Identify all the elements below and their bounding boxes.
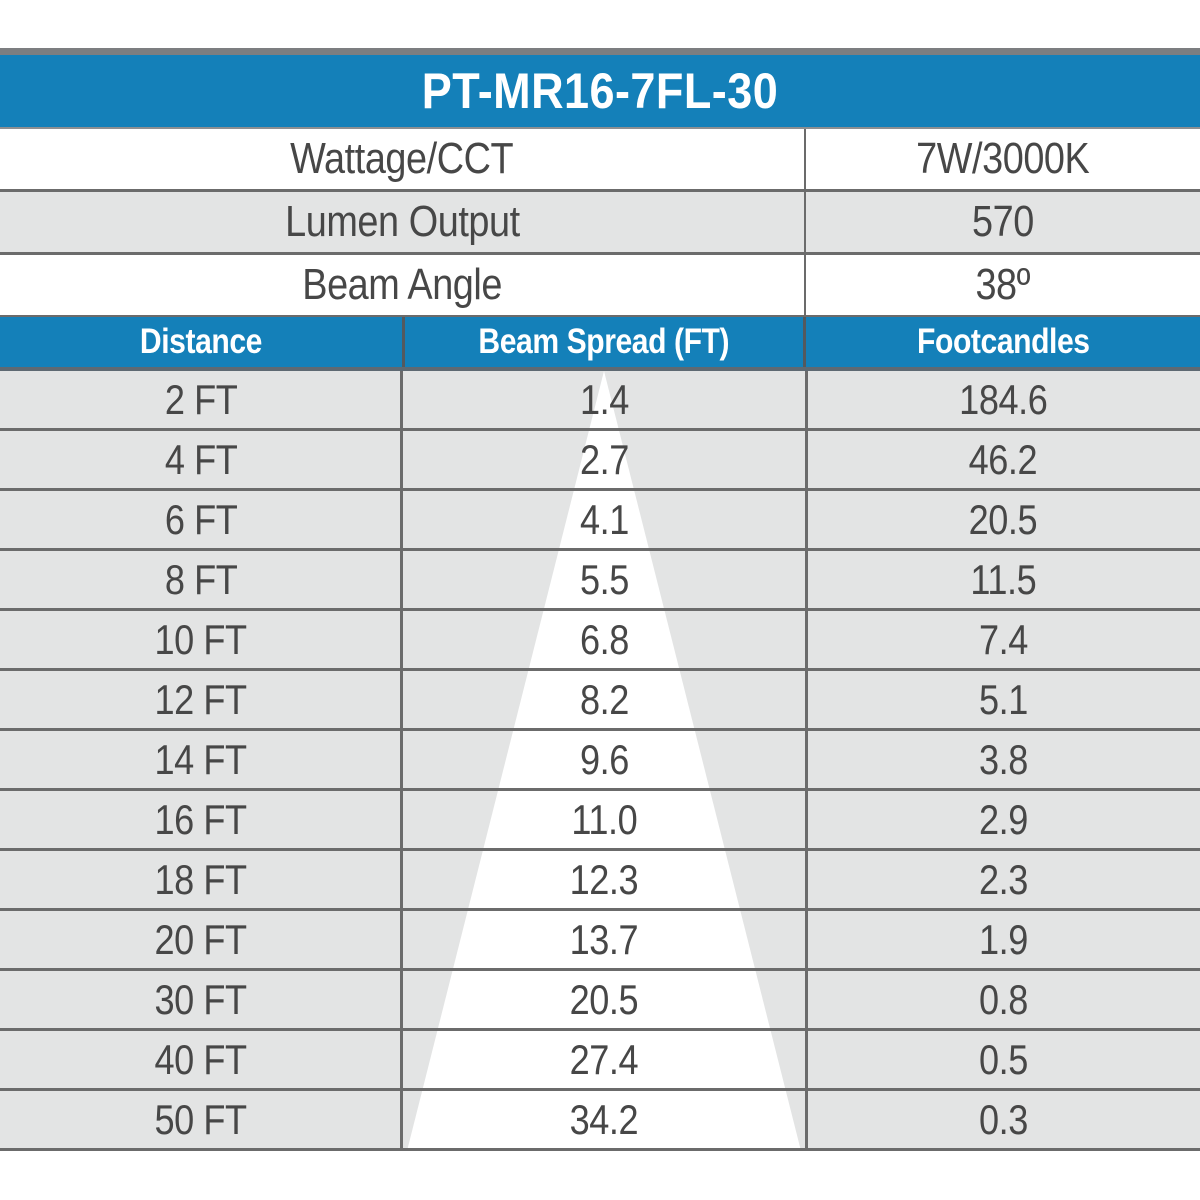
table-row: 6 FT 4.1 20.5 [0, 491, 1200, 551]
footcandles-cell: 184.6 [958, 376, 1048, 423]
distance-cell: 50 FT [154, 1096, 248, 1143]
beam-cone-graphic [407, 371, 801, 1151]
photometric-table: PT-MR16-7FL-30 Wattage/CCT 7W/3000K Lume… [0, 48, 1200, 1151]
beam-spread-cell: 4.1 [579, 496, 629, 543]
table-row: 12 FT 8.2 5.1 [0, 671, 1200, 731]
column-divider-left [400, 371, 403, 1151]
table-row: 50 FT 34.2 0.3 [0, 1091, 1200, 1151]
beam-spread-cell: 11.0 [571, 796, 637, 843]
table-row: 18 FT 12.3 2.3 [0, 851, 1200, 911]
distance-cell: 40 FT [154, 1036, 248, 1083]
distance-cell: 12 FT [154, 676, 248, 723]
beam-angle-label-cell: Beam Angle [0, 255, 806, 315]
column-header-distance: Distance [139, 322, 263, 361]
footcandles-cell: 20.5 [968, 496, 1038, 543]
wattage-value: 7W/3000K [916, 134, 1090, 183]
footcandles-cell: 11.5 [970, 556, 1036, 603]
beam-angle-value-cell: 38º [806, 255, 1200, 315]
beam-spread-cell: 13.7 [569, 916, 639, 963]
beam-spread-cell: 5.5 [579, 556, 629, 603]
lumen-label: Lumen Output [284, 197, 520, 246]
beam-spread-cell: 6.8 [579, 616, 629, 663]
spec-row-wattage: Wattage/CCT 7W/3000K [0, 129, 1200, 192]
table-row: 8 FT 5.5 11.5 [0, 551, 1200, 611]
distance-cell: 16 FT [154, 796, 248, 843]
distance-cell: 8 FT [164, 556, 238, 603]
table-row: 16 FT 11.0 2.9 [0, 791, 1200, 851]
wattage-label: Wattage/CCT [290, 134, 514, 183]
distance-cell: 4 FT [164, 436, 238, 483]
lumen-value: 570 [972, 197, 1034, 246]
footcandles-cell: 3.8 [978, 736, 1028, 783]
column-header-footcandles: Footcandles [916, 322, 1090, 361]
distance-cell: 18 FT [154, 856, 248, 903]
footcandles-cell: 2.3 [978, 856, 1028, 903]
spec-row-lumen-output: Lumen Output 570 [0, 192, 1200, 255]
distance-cell: 30 FT [154, 976, 248, 1023]
data-area: 2 FT 1.4 184.6 4 FT 2.7 46.2 6 FT 4.1 20… [0, 371, 1200, 1151]
beam-angle-value: 38º [975, 260, 1031, 309]
distance-cell: 14 FT [154, 736, 248, 783]
table-row: 4 FT 2.7 46.2 [0, 431, 1200, 491]
beam-spread-cell: 2.7 [579, 436, 629, 483]
table-row: 10 FT 6.8 7.4 [0, 611, 1200, 671]
column-header-row: Distance Beam Spread (FT) Footcandles [0, 317, 1200, 371]
footcandles-cell: 7.4 [978, 616, 1028, 663]
beam-spread-cell: 1.4 [579, 376, 629, 423]
distance-cell: 6 FT [164, 496, 238, 543]
footcandles-cell: 0.5 [978, 1036, 1028, 1083]
table-title: PT-MR16-7FL-30 [0, 55, 1200, 129]
table-row: 14 FT 9.6 3.8 [0, 731, 1200, 791]
beam-spread-cell: 12.3 [569, 856, 639, 903]
lumen-label-cell: Lumen Output [0, 192, 806, 252]
beam-angle-label: Beam Angle [302, 260, 502, 309]
beam-spread-cell: 27.4 [569, 1036, 639, 1083]
distance-cell: 20 FT [154, 916, 248, 963]
beam-spread-cell: 8.2 [579, 676, 629, 723]
footcandles-cell: 1.9 [978, 916, 1028, 963]
footcandles-cell: 0.3 [978, 1096, 1028, 1143]
wattage-value-cell: 7W/3000K [806, 129, 1200, 189]
wattage-label-cell: Wattage/CCT [0, 129, 806, 189]
beam-spread-cell: 34.2 [569, 1096, 639, 1143]
distance-cell: 2 FT [164, 376, 238, 423]
beam-spread-cell: 9.6 [579, 736, 629, 783]
footcandles-cell: 0.8 [978, 976, 1028, 1023]
footcandles-cell: 2.9 [978, 796, 1028, 843]
table-row: 20 FT 13.7 1.9 [0, 911, 1200, 971]
lumen-value-cell: 570 [806, 192, 1200, 252]
distance-cell: 10 FT [154, 616, 248, 663]
column-header-beam-spread: Beam Spread (FT) [402, 317, 806, 367]
footcandles-cell: 46.2 [968, 436, 1038, 483]
beam-spread-cell: 20.5 [569, 976, 639, 1023]
table-row: 2 FT 1.4 184.6 [0, 371, 1200, 431]
table-row: 30 FT 20.5 0.8 [0, 971, 1200, 1031]
table-row: 40 FT 27.4 0.5 [0, 1031, 1200, 1091]
spec-row-beam-angle: Beam Angle 38º [0, 255, 1200, 317]
footcandles-cell: 5.1 [978, 676, 1028, 723]
data-rows: 2 FT 1.4 184.6 4 FT 2.7 46.2 6 FT 4.1 20… [0, 371, 1200, 1151]
table-title-text: PT-MR16-7FL-30 [421, 63, 779, 119]
column-divider-right [805, 371, 808, 1151]
